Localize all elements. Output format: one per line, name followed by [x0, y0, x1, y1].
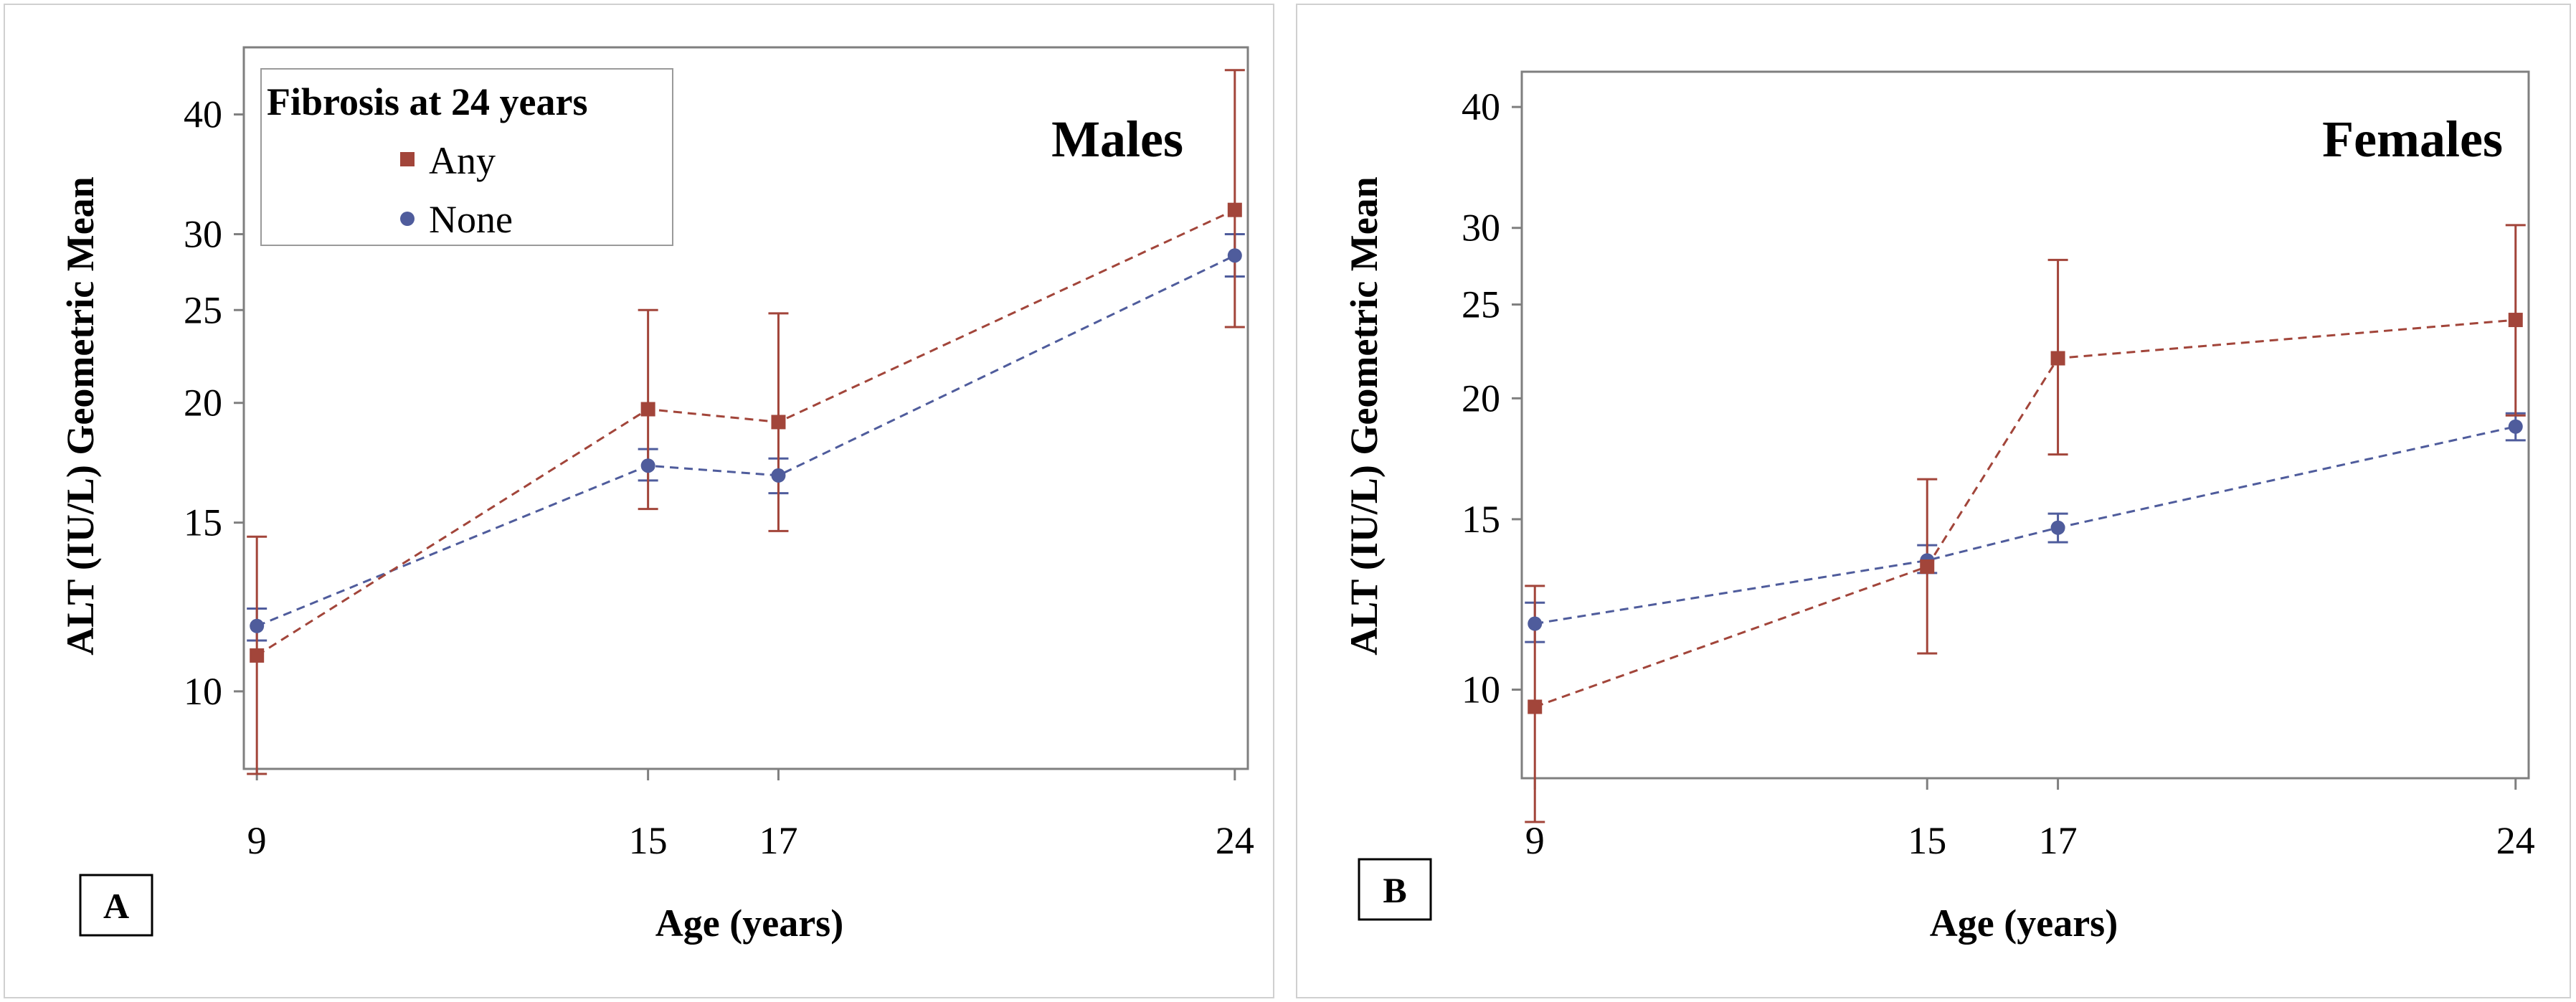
panel-b-frame [1296, 4, 2571, 998]
data-point-any [2050, 351, 2065, 366]
data-point-any [1528, 699, 1543, 714]
panel-b-letter-box [1358, 858, 1432, 921]
y-tick-label: 10 [1462, 668, 1500, 712]
panel-b-x-axis-title: Age (years) [1930, 902, 2118, 945]
panel-a-series [247, 69, 1245, 775]
data-point-any [1227, 202, 1242, 217]
x-tick-label: 15 [1908, 819, 1946, 862]
y-tick-label: 25 [184, 288, 222, 331]
panel-a-males: 10 15 20 25 30 40 9 15 17 24 ALT (IU/L) Geometri… [4, 4, 1274, 998]
legend-none-label: None [429, 198, 513, 241]
series-line-any [1534, 318, 2516, 708]
data-point-any [640, 402, 655, 417]
legend-any-label: Any [429, 139, 496, 182]
series-line-none [1534, 425, 2516, 625]
legend-none-marker [400, 212, 415, 226]
panel-b-y-axis-title: ALT (IU/L) Geometric Mean [1343, 176, 1386, 655]
x-tick-label: 15 [629, 819, 668, 862]
y-tick-label: 40 [1462, 85, 1500, 128]
legend-frame [260, 68, 673, 246]
x-tick-label: 24 [2496, 819, 2535, 862]
panel-b-series [1525, 224, 2526, 823]
data-point-none [640, 458, 655, 473]
panel-a-plot-area [242, 46, 1249, 770]
panel-a-y-ticks: 10 15 20 25 30 40 [184, 93, 244, 713]
x-tick-label: 17 [2039, 819, 2078, 862]
y-tick-label: 20 [1462, 377, 1500, 420]
panel-b-y-ticks: 10 15 20 25 30 40 [1462, 85, 1522, 712]
data-point-none [250, 618, 265, 633]
panel-b-plot-area [1520, 70, 2530, 780]
panel-a-letter: A [103, 886, 129, 926]
x-tick-label: 17 [759, 819, 797, 862]
series-line-none [256, 254, 1236, 628]
y-tick-label: 30 [184, 212, 222, 255]
data-point-none [1528, 616, 1543, 631]
x-tick-label: 24 [1216, 819, 1254, 862]
panel-b-title: Females [2322, 110, 2503, 168]
panel-b-females: 10 15 20 25 30 40 9 15 17 24 ALT (IU/L) Geometri… [1296, 4, 2571, 998]
panel-a-y-axis-title: ALT (IU/L) Geometric Mean [59, 176, 102, 655]
y-tick-label: 15 [1462, 498, 1500, 541]
panel-a-letter-box [79, 874, 153, 937]
y-tick-label: 40 [184, 93, 222, 136]
data-point-none [2050, 520, 2065, 535]
data-point-none [1227, 248, 1242, 263]
y-tick-label: 25 [1462, 283, 1500, 326]
y-tick-label: 20 [184, 382, 222, 425]
panel-b-letter: B [1383, 870, 1406, 910]
panel-a-x-ticks: 9 15 17 24 [247, 769, 1254, 862]
data-point-none [2508, 419, 2523, 434]
legend-title: Fibrosis at 24 years [267, 80, 587, 123]
data-point-any [250, 648, 265, 663]
y-tick-label: 10 [184, 670, 222, 713]
panel-a-x-axis-title: Age (years) [655, 902, 843, 945]
data-point-any [1920, 559, 1935, 575]
series-line-any [256, 209, 1236, 657]
panel-a-title: Males [1051, 110, 1183, 168]
y-tick-label: 30 [1462, 207, 1500, 250]
data-point-any [771, 415, 786, 430]
x-tick-label: 9 [247, 819, 267, 862]
y-tick-label: 15 [184, 501, 222, 544]
x-tick-label: 9 [1525, 819, 1545, 862]
legend: Fibrosis at 24 years Any None [260, 68, 673, 246]
data-point-any [2508, 313, 2523, 328]
data-point-none [771, 468, 786, 483]
legend-any-marker [400, 152, 415, 166]
